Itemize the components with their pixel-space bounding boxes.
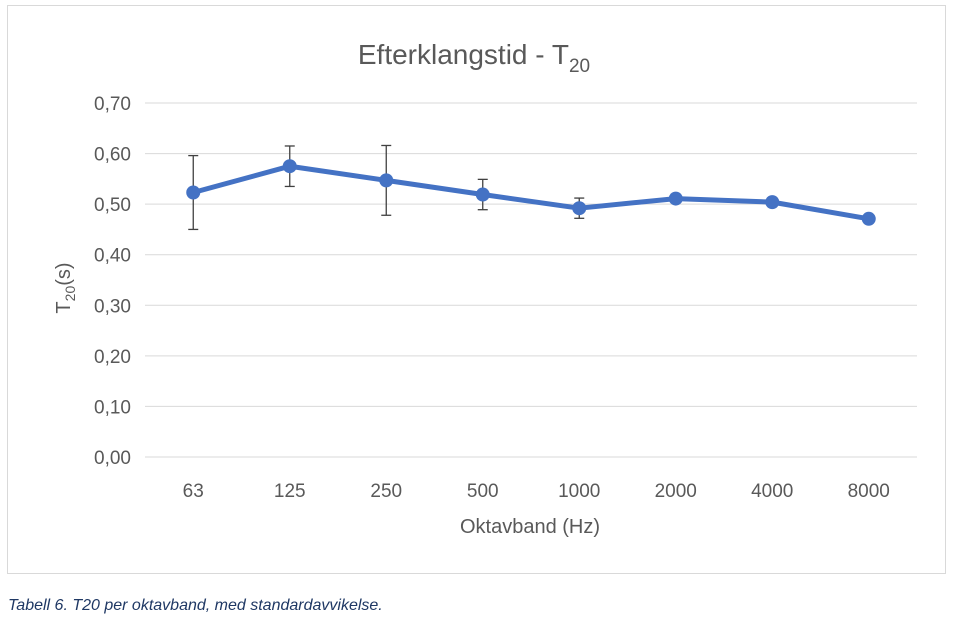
chart-title: Efterklangstid - T20 bbox=[358, 39, 590, 77]
y-tick-label: 0,60 bbox=[94, 145, 131, 166]
y-axis-title: T20(s) bbox=[53, 262, 78, 313]
data-point bbox=[475, 187, 490, 202]
y-tick-label: 0,70 bbox=[94, 94, 131, 115]
x-tick-label: 2000 bbox=[655, 481, 697, 502]
data-point bbox=[765, 195, 780, 210]
series-line bbox=[190, 163, 872, 222]
data-point bbox=[379, 173, 394, 188]
series-line-layer bbox=[190, 163, 872, 222]
x-tick-label: 250 bbox=[370, 481, 402, 502]
x-tick-labels: 63 125 250 500 1000 2000 4000 8000 bbox=[183, 481, 890, 502]
error-bars bbox=[188, 144, 874, 231]
y-tick-label: 0,50 bbox=[94, 195, 131, 216]
data-point bbox=[668, 191, 683, 206]
x-tick-label: 1000 bbox=[558, 481, 600, 502]
y-tick-label: 0,00 bbox=[94, 448, 131, 469]
chart-frame: Efterklangstid - T20 0,00 0,10 0,20 0,30 0,4… bbox=[7, 5, 946, 574]
data-point bbox=[186, 185, 201, 200]
y-tick-label: 0,20 bbox=[94, 347, 131, 368]
y-tick-label: 0,30 bbox=[94, 296, 131, 317]
chart-title-subscript: 20 bbox=[569, 56, 590, 77]
y-tick-label: 0,40 bbox=[94, 246, 131, 267]
y-tick-label: 0,10 bbox=[94, 397, 131, 418]
x-tick-label: 63 bbox=[183, 481, 204, 502]
data-point bbox=[572, 201, 587, 216]
chart-title-main: Efterklangstid - T bbox=[358, 39, 569, 70]
data-points bbox=[186, 159, 876, 226]
x-axis-title: Oktavband (Hz) bbox=[460, 516, 600, 538]
y-axis-title-subscript: 20 bbox=[62, 286, 78, 302]
grid-lines bbox=[145, 102, 917, 458]
x-tick-label: 4000 bbox=[751, 481, 793, 502]
x-tick-label: 125 bbox=[274, 481, 306, 502]
x-tick-label: 500 bbox=[467, 481, 499, 502]
y-tick-labels: 0,00 0,10 0,20 0,30 0,40 0,50 0,60 0,70 bbox=[94, 94, 131, 469]
y-axis-title-main: T bbox=[53, 301, 75, 313]
data-point bbox=[861, 211, 876, 226]
x-tick-label: 8000 bbox=[848, 481, 890, 502]
data-point bbox=[282, 159, 297, 174]
y-axis-title-suffix: (s) bbox=[53, 262, 75, 285]
chart-svg: Efterklangstid - T20 0,000,100,200,300,4… bbox=[53, 39, 917, 538]
figure-caption: Tabell 6. T20 per oktavband, med standar… bbox=[8, 597, 383, 614]
